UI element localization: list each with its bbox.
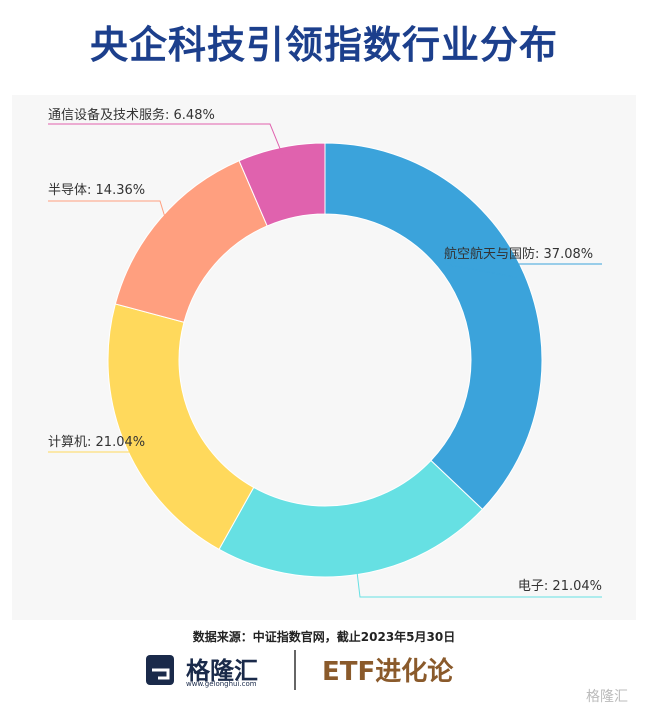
donut-slice xyxy=(218,459,484,578)
leader-line xyxy=(48,441,133,453)
slice-name: 航空航天与国防 xyxy=(444,247,544,262)
slice-value: 21.04% xyxy=(95,435,146,450)
slice-label: 计算机21.04% xyxy=(48,435,145,451)
source: 数据来源：中证指数官网，截止2023年5月30日 xyxy=(192,630,456,644)
slice-label: 航空航天与国防37.08% xyxy=(444,247,593,263)
slice-value: 21.04% xyxy=(552,579,602,594)
logo-url: www.gelonghui.com xyxy=(186,680,257,688)
logo-text: 格隆汇 xyxy=(186,657,258,685)
slice-name: 半导体 xyxy=(48,183,96,198)
slice-value: 14.36% xyxy=(95,183,146,198)
donut-slice xyxy=(238,142,326,227)
slice-value: 37.08% xyxy=(543,247,594,262)
logo-mark xyxy=(152,668,170,680)
leader-line xyxy=(443,263,602,278)
leader-line xyxy=(48,200,168,224)
slice-name: 计算机 xyxy=(48,435,96,450)
slice-label: 通信设备及技术服务6.48% xyxy=(48,108,215,124)
slice-label: 电子21.04% xyxy=(518,579,602,595)
brand: ETF进化论 xyxy=(322,657,454,687)
slice-name: 通信设备及技术服务 xyxy=(48,108,174,123)
donut-slice xyxy=(324,142,543,511)
slice-name: 电子 xyxy=(518,579,553,594)
watermark: 格隆汇 xyxy=(586,689,628,705)
leader-line xyxy=(355,566,602,598)
donut-slice xyxy=(107,303,255,551)
chart-title: 央企科技引领指数行业分布 xyxy=(89,23,558,67)
leader-line xyxy=(48,123,284,156)
slice-value: 6.48% xyxy=(173,108,215,123)
slice-label: 半导体14.36% xyxy=(48,183,145,199)
